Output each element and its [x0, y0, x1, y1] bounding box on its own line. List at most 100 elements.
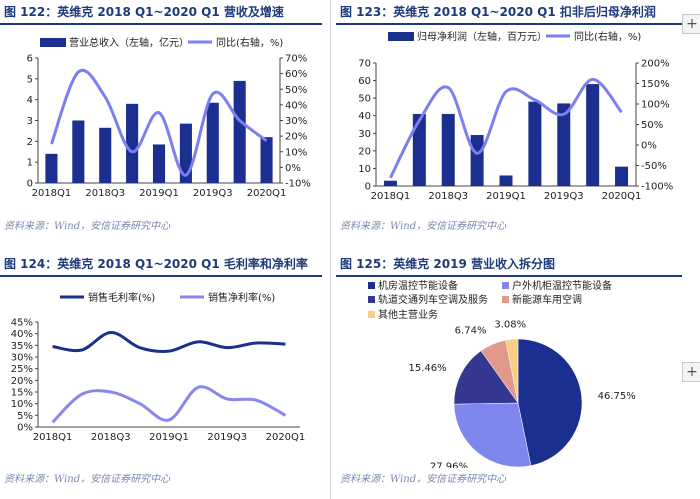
bar — [206, 102, 219, 183]
y2-tick-label: 0% — [641, 141, 657, 152]
bar — [260, 137, 273, 183]
y-tick-label: 25% — [11, 364, 33, 375]
legend-label: 户外机柜温控节能设备 — [512, 279, 612, 292]
y-tick-label: 10% — [11, 399, 33, 410]
panel-title: 图 123：英维克 2018 Q1~2020 Q1 扣非后归母净利润 — [340, 5, 656, 19]
slice-label: 46.75% — [598, 391, 636, 402]
legend-label: 同比(右轴，%) — [216, 36, 283, 49]
bar — [528, 101, 542, 186]
slice-label: 3.08% — [494, 319, 526, 330]
legend-label: 销售净利率(%) — [208, 291, 275, 304]
y2-tick-label: 50% — [285, 85, 307, 96]
y-tick-label: 4 — [27, 95, 33, 106]
series-line — [51, 385, 287, 424]
y-tick-label: 50 — [358, 94, 371, 105]
legend-swatch-bar — [388, 32, 414, 41]
growth-line — [50, 68, 268, 177]
y-tick-label: 45% — [11, 318, 33, 329]
y-tick-label: 15% — [11, 388, 33, 399]
bar — [45, 153, 58, 183]
panel-124: 图 124：英维克 2018 Q1~2020 Q1 毛利率和净利率 0% 5% 10… — [0, 252, 322, 492]
add-button[interactable]: + — [682, 362, 700, 382]
x-tick-label: 2019Q3 — [207, 432, 247, 443]
growth-line — [389, 77, 623, 179]
x-tick-label: 2018Q3 — [91, 432, 131, 443]
y-tick-label: 2 — [27, 137, 33, 148]
panel-title: 图 124：英维克 2018 Q1~2020 Q1 毛利率和净利率 — [4, 257, 308, 271]
legend-label: 其他主营业务 — [378, 308, 438, 321]
bar — [233, 80, 246, 183]
y2-tick-label: 0% — [285, 163, 301, 174]
bar — [152, 144, 166, 183]
title-rule — [336, 275, 682, 277]
x-tick-label: 2019Q1 — [486, 191, 526, 202]
y2-tick-label: 200% — [641, 59, 670, 70]
y-tick-label: 5 — [27, 74, 33, 85]
y-tick-label: 35% — [11, 341, 33, 352]
y2-tick-label: 70% — [285, 54, 307, 65]
column-separator — [330, 0, 331, 499]
margin-chart: 0%5%10%15%20%25%30%35%40%45% 2018Q1 2018Q3… — [11, 291, 306, 443]
y2-tick-label: 20% — [285, 132, 307, 143]
pie-slice — [453, 402, 532, 468]
x-tick-label: 2018Q1 — [371, 191, 411, 202]
x-tick-label: 2019Q3 — [193, 188, 233, 199]
y2-tick-label: 100% — [641, 100, 670, 111]
revenue-split-pie: 46.75% 27.96% 15.46% 6.74% 3.08% 机房温控节能设备 户外机柜… — [368, 279, 636, 468]
y2-tick-label: 150% — [641, 79, 670, 90]
source-note: 资料来源：Wind，安信证券研究中心 — [340, 474, 507, 485]
y-tick-label: 5% — [17, 411, 33, 422]
source-note: 资料来源：Wind，安信证券研究中心 — [340, 221, 507, 232]
x-tick-label: 2018Q1 — [33, 432, 73, 443]
slice-label: 6.74% — [455, 325, 487, 336]
y-tick-label: 10 — [358, 164, 371, 175]
y-tick-label: 30 — [358, 129, 371, 140]
panel-122: 图 122：英维克 2018 Q1~2020 Q1 营收及增速 0 1 2 3 4 5 6 -… — [0, 0, 322, 238]
series-line — [52, 330, 286, 353]
y-tick-label: 20 — [358, 146, 371, 157]
y2-tick-label: 50% — [641, 120, 663, 131]
x-tick-label: 2020Q1 — [247, 188, 287, 199]
legend-label: 新能源车用空调 — [512, 293, 582, 306]
y-tick-label: 60 — [358, 76, 371, 87]
y2-tick-label: -50% — [641, 161, 667, 172]
bar — [499, 175, 513, 186]
x-tick-label: 2018Q3 — [85, 188, 125, 199]
panel-title: 图 122：英维克 2018 Q1~2020 Q1 营收及增速 — [4, 5, 284, 19]
y2-tick-label: 40% — [285, 100, 307, 111]
legend-swatch — [502, 296, 509, 303]
source-note: 资料来源：Wind，安信证券研究中心 — [4, 474, 171, 485]
pie-slice — [517, 338, 583, 466]
y-tick-label: 6 — [27, 54, 33, 65]
x-tick-label: 2018Q3 — [428, 191, 468, 202]
bar — [99, 127, 112, 183]
expand-button[interactable]: + — [682, 14, 700, 34]
panel-title: 图 125：英维克 2019 营业收入拆分图 — [340, 257, 555, 271]
legend-swatch — [368, 296, 375, 303]
x-tick-label: 2019Q3 — [544, 191, 584, 202]
x-tick-label: 2019Q1 — [139, 188, 179, 199]
legend-swatch — [368, 311, 375, 318]
bar — [72, 120, 85, 183]
title-rule — [336, 23, 682, 25]
panel-125: 图 125：英维克 2019 营业收入拆分图 46.75% 27.96% 15.46… — [336, 252, 682, 492]
y-tick-label: 40 — [358, 111, 371, 122]
y2-tick-label: 10% — [285, 147, 307, 158]
bar — [126, 103, 139, 183]
y-tick-label: 30% — [11, 353, 33, 364]
y-tick-label: 0% — [17, 423, 33, 434]
legend-label: 归母净利润（左轴，百万元） — [417, 30, 547, 43]
bar — [412, 113, 426, 186]
slice-label: 27.96% — [430, 461, 468, 468]
y2-tick-label: 60% — [285, 69, 307, 80]
bar — [586, 84, 600, 186]
y-tick-label: 3 — [27, 116, 33, 127]
legend-swatch — [368, 282, 375, 289]
bar — [615, 166, 629, 186]
legend-label: 营业总收入（左轴，亿元） — [69, 36, 189, 49]
net-profit-chart: 0 10 20 30 40 50 60 70 -100% -50% 0% 50% 100% 150% 200… — [358, 30, 673, 202]
y2-tick-label: -100% — [641, 182, 673, 193]
bar — [470, 135, 484, 186]
y2-tick-label: -10% — [285, 179, 311, 190]
legend-label: 机房温控节能设备 — [378, 279, 458, 292]
